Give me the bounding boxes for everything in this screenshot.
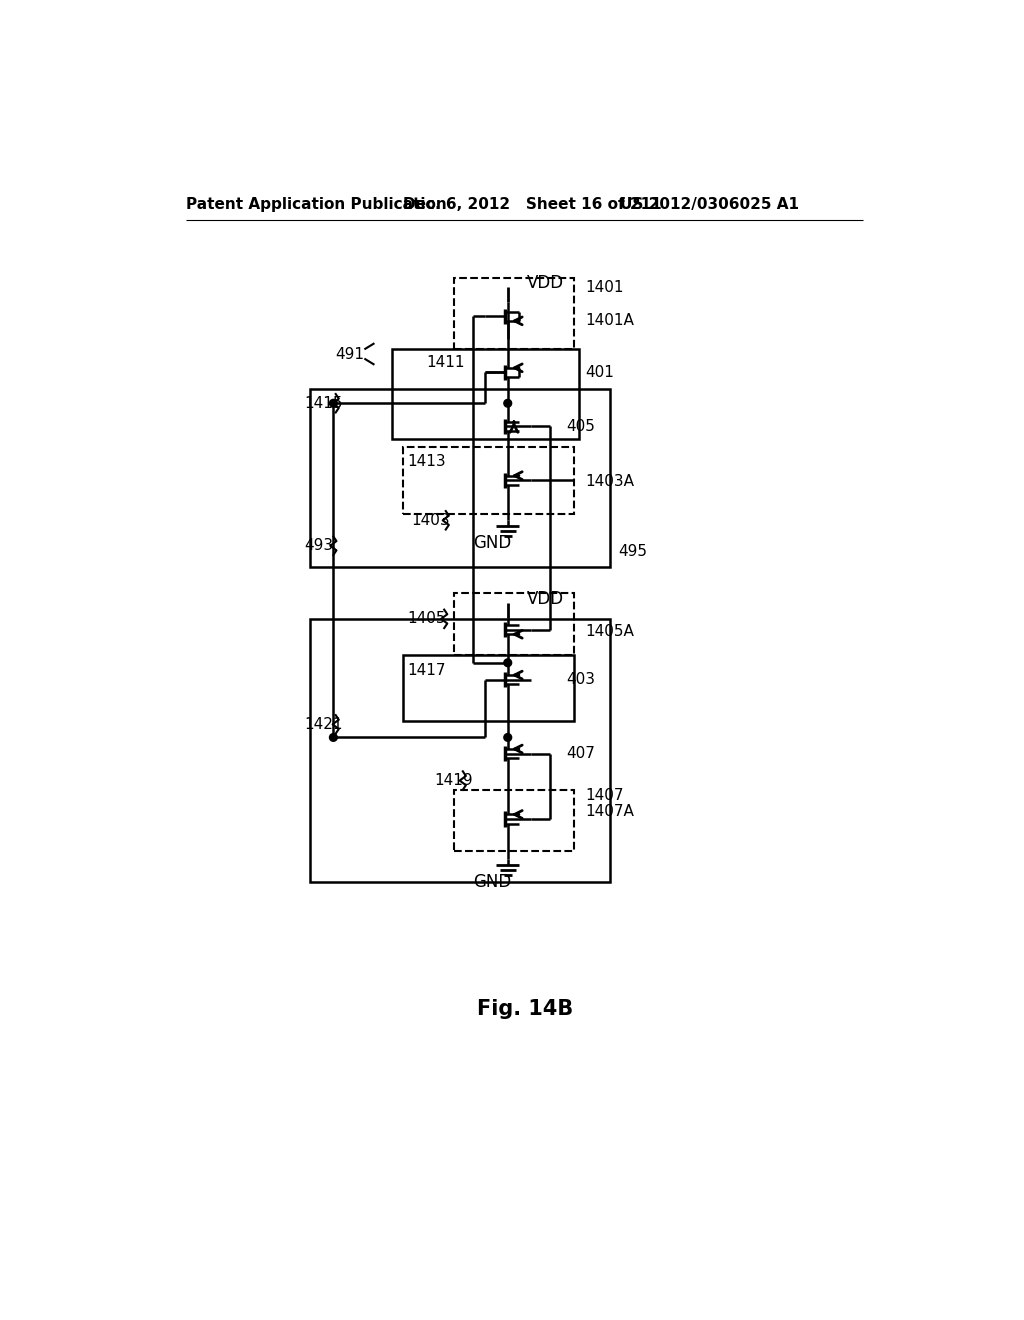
Text: 407: 407: [566, 746, 595, 762]
Text: 1405: 1405: [407, 611, 445, 627]
Circle shape: [504, 659, 512, 667]
Text: US 2012/0306025 A1: US 2012/0306025 A1: [621, 197, 799, 213]
Text: VDD: VDD: [527, 275, 564, 292]
Text: 1401A: 1401A: [586, 313, 634, 327]
Text: 1405A: 1405A: [586, 624, 634, 639]
Text: Patent Application Publication: Patent Application Publication: [186, 197, 446, 213]
Text: 495: 495: [617, 544, 647, 558]
Text: 1417: 1417: [407, 663, 445, 678]
Bar: [403, 655, 573, 721]
Bar: [310, 619, 610, 882]
Bar: [454, 277, 573, 350]
Bar: [310, 389, 610, 566]
Bar: [403, 447, 573, 515]
Text: GND: GND: [473, 535, 511, 552]
Text: 1421: 1421: [305, 717, 343, 731]
Text: 1413: 1413: [407, 454, 445, 469]
Circle shape: [504, 734, 512, 742]
Circle shape: [504, 400, 512, 407]
Text: 1401: 1401: [586, 280, 624, 296]
Text: 1411: 1411: [426, 355, 465, 370]
Text: 403: 403: [566, 672, 595, 688]
Text: 1419: 1419: [434, 774, 473, 788]
Text: Dec. 6, 2012   Sheet 16 of 211: Dec. 6, 2012 Sheet 16 of 211: [403, 197, 662, 213]
Text: 1403: 1403: [412, 512, 451, 528]
Text: VDD: VDD: [527, 590, 564, 607]
Text: 1407: 1407: [586, 788, 624, 804]
Text: 1403A: 1403A: [586, 474, 634, 490]
Text: 1415: 1415: [305, 396, 343, 411]
Text: 401: 401: [586, 364, 614, 380]
Text: 1407A: 1407A: [586, 804, 634, 818]
Text: 491: 491: [336, 347, 365, 362]
Circle shape: [330, 734, 337, 742]
Text: GND: GND: [473, 874, 511, 891]
Bar: [391, 350, 579, 440]
Text: 405: 405: [566, 418, 595, 434]
Bar: [454, 594, 573, 655]
Text: Fig. 14B: Fig. 14B: [477, 999, 572, 1019]
Text: 493: 493: [305, 539, 334, 553]
Bar: [454, 789, 573, 851]
Circle shape: [330, 400, 337, 407]
